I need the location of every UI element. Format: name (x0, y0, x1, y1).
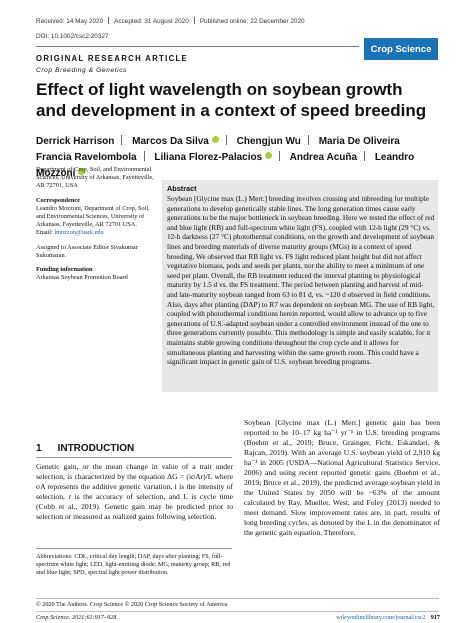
copyright: © 2020 The Authors. Crop Science © 2020 … (36, 601, 228, 608)
email-label: Email: (36, 229, 55, 237)
article-subsection: Crop Breeding & Genetics (36, 67, 128, 74)
author[interactable]: Chengjun Wu (236, 136, 301, 147)
orcid-icon[interactable] (78, 168, 86, 175)
author[interactable]: Francia Ravelombola (36, 152, 137, 163)
publication-dates: Received: 14 May 2020 Accepted: 31 August… (36, 17, 305, 25)
author-list: Derrick Harrison Marcos Da Silva Chengju… (36, 134, 446, 182)
published-date: Published online: 22 December 2020 (199, 18, 305, 25)
footer-divider (36, 611, 439, 612)
abstract-heading: Abstract (167, 184, 197, 193)
abstract-text: Soybean [Glycine max (L.) Merr.] breedin… (167, 194, 435, 367)
author[interactable]: Derrick Harrison (36, 136, 115, 147)
author[interactable]: Maria De Oliveira (318, 136, 400, 147)
section-divider (36, 457, 232, 458)
funding-label: Funding information (36, 266, 93, 274)
affiliation-column: Department of Crop, Soil, and Environmen… (36, 166, 160, 282)
article-title: Effect of light wavelength on soybean gr… (36, 80, 427, 120)
author[interactable]: Leandro Mozzoni (36, 152, 415, 179)
author[interactable]: Marcos Da Silva (132, 136, 209, 147)
header-divider (36, 46, 359, 47)
page-number: 917 (430, 614, 440, 621)
section-heading: 1 INTRODUCTION (36, 443, 134, 454)
section-number: 1 (36, 443, 42, 454)
author[interactable]: Liliana Florez-Palacios (154, 152, 263, 163)
intro-paragraph-right: Soybean [Glycine max (L.) Merr.] genetic… (244, 418, 440, 537)
copyright-divider (36, 598, 439, 599)
correspondence-text: Leandro Mozzoni, Department of Crop, Soi… (36, 204, 150, 229)
intro-paragraph-left: Genetic gain, or the mean change in valu… (36, 462, 233, 521)
article-type: ORIGINAL RESEARCH ARTICLE (36, 54, 189, 63)
footer-right: wileyonlinelibrary.com/journal/csc2 917 (330, 614, 440, 621)
correspondence-label: Correspondence (36, 196, 80, 204)
orcid-icon[interactable] (211, 136, 219, 143)
journal-url[interactable]: wileyonlinelibrary.com/journal/csc2 (336, 614, 426, 621)
received-date: Received: 14 May 2020 (36, 18, 104, 25)
accepted-date: Accepted: 31 August 2020 (114, 18, 189, 25)
abstract-box: Abstract Soybean [Glycine max (L.) Merr.… (162, 180, 438, 392)
author[interactable]: Andrea Acuña (289, 152, 358, 163)
journal-logo: Crop Science (364, 38, 438, 60)
abbreviations: Abbreviations: CDL, critical day length;… (36, 553, 231, 576)
orcid-icon[interactable] (265, 152, 273, 159)
doi[interactable]: DOI: 10.1002/csc2.20327 (36, 33, 109, 40)
affiliation-dept: Department of Crop, Soil, and Environmen… (36, 166, 154, 190)
abbreviations-divider (36, 548, 232, 549)
section-title: INTRODUCTION (57, 443, 135, 454)
funding-text: Arkansas Soybean Promotion Board (36, 274, 128, 282)
correspondence-email-line: Email: lmozzon@uark.edu (36, 229, 160, 237)
associate-editor: Assigned to Associate Editor Sivakumar S… (36, 243, 138, 259)
email-link[interactable]: lmozzon@uark.edu (54, 229, 104, 237)
journal-citation: Crop Science. 2021;61:917–928. (36, 614, 118, 621)
